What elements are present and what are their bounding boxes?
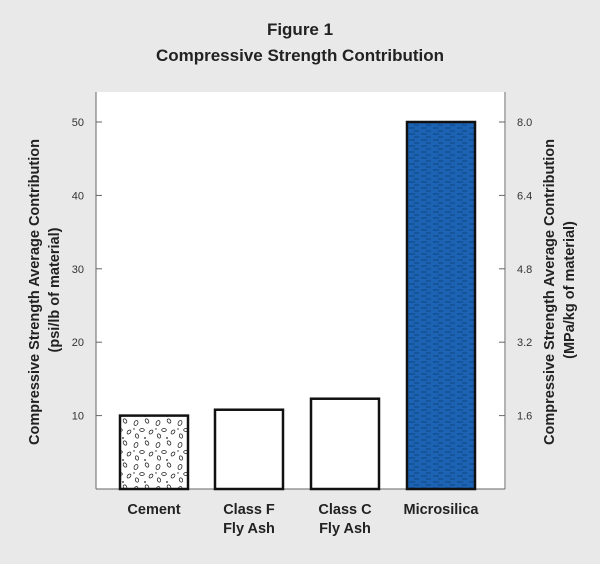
right-axis-label-line2: (MPa/kg of material): [562, 221, 578, 359]
bar: [405, 120, 477, 491]
x-tick-label: Microsilica: [404, 502, 480, 518]
left-axis-label: Compressive Strength Average Contributio…: [27, 135, 63, 445]
x-tick-label-line: Fly Ash: [319, 521, 371, 537]
left-tick-label: 20: [72, 337, 84, 349]
left-tick-label: 40: [72, 190, 84, 202]
x-tick-label: Class F Fly Ash: [223, 502, 275, 537]
chart-title: Figure 1: [267, 20, 333, 39]
x-tick-label-line: Class F: [223, 502, 275, 518]
right-tick-label: 4.8: [517, 264, 532, 276]
bar: [118, 414, 190, 491]
x-tick-label: Class C Fly Ash: [318, 502, 372, 537]
bars: [118, 120, 477, 491]
bar: [213, 408, 285, 491]
right-tick-label: 6.4: [517, 190, 532, 202]
right-axis-label: Compressive Strength Average Contributio…: [542, 135, 578, 445]
x-tick-label-line: Class C: [318, 502, 372, 518]
left-axis-label-line1: Compressive Strength Average Contributio…: [27, 139, 43, 445]
left-axis-label-line2: (psi/lb of material): [47, 227, 63, 352]
right-tick-label: 8.0: [517, 117, 532, 129]
x-tick-label-line: Fly Ash: [223, 521, 275, 537]
right-axis-ticks: 1.6 3.2 4.8 6.4 8.0: [499, 117, 532, 423]
right-axis-label-line1: Compressive Strength Average Contributio…: [542, 139, 558, 445]
right-tick-label: 1.6: [517, 411, 532, 423]
left-tick-label: 30: [72, 264, 84, 276]
x-tick-label-line: Cement: [127, 502, 180, 518]
left-tick-label: 50: [72, 117, 84, 129]
x-tick-label-line: Microsilica: [404, 502, 480, 518]
chart-subtitle: Compressive Strength Contribution: [156, 46, 444, 65]
x-tick-label: Cement: [127, 502, 180, 518]
bar: [309, 397, 381, 491]
left-axis-ticks: 10 20 30 40 50: [72, 117, 102, 423]
left-tick-label: 10: [72, 411, 84, 423]
right-tick-label: 3.2: [517, 337, 532, 349]
x-axis-labels: Cement Class F Fly Ash Class C Fly Ash Micros…: [127, 502, 479, 537]
